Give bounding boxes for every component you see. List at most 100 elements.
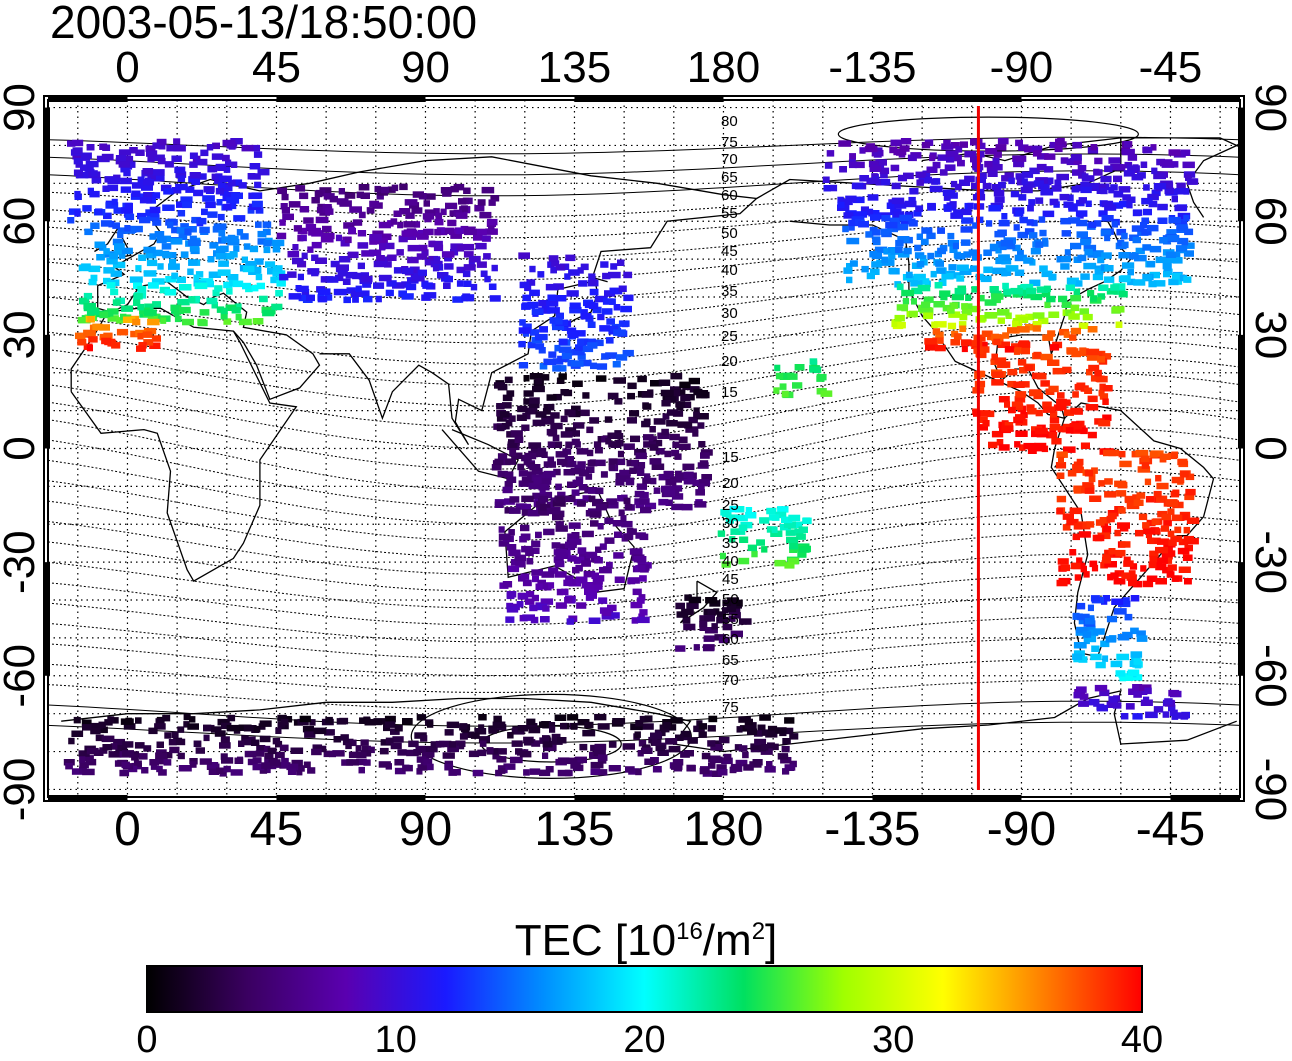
tec-cell — [112, 238, 124, 246]
tec-cell — [423, 228, 434, 236]
tec-cell — [1111, 598, 1124, 605]
tec-cell — [501, 422, 510, 430]
tec-cell — [895, 239, 904, 247]
tec-cell — [402, 764, 413, 772]
tec-cell — [1100, 229, 1112, 237]
tec-cell — [1130, 651, 1143, 658]
tec-cell — [410, 275, 420, 282]
tec-cell — [402, 718, 413, 725]
tec-cell — [279, 273, 289, 281]
tec-cell — [207, 762, 219, 769]
tec-cell — [683, 623, 696, 631]
tec-cell — [1052, 367, 1066, 375]
tec-cell — [1122, 597, 1130, 604]
tec-cell — [216, 246, 227, 253]
tec-cell — [618, 320, 630, 327]
tec-cell — [663, 470, 674, 478]
tec-cell — [338, 188, 345, 195]
tec-cell — [984, 299, 997, 306]
tec-cell — [1155, 546, 1168, 554]
tec-cell — [1117, 634, 1130, 641]
tec-cell — [262, 309, 275, 317]
tec-cell — [171, 731, 179, 739]
tec-cell — [1018, 194, 1027, 201]
x-tick-label-bottom: 0 — [114, 803, 141, 856]
tec-cell — [99, 747, 108, 754]
tec-cell — [1123, 170, 1135, 177]
tec-cell — [1171, 476, 1185, 484]
tec-cell — [596, 363, 608, 370]
tec-cell — [1148, 280, 1157, 288]
tec-cell — [220, 307, 228, 315]
tec-cell — [1013, 224, 1020, 231]
tec-cell — [1165, 268, 1173, 276]
tec-cell — [509, 449, 517, 457]
tec-cell — [730, 602, 742, 609]
tec-cell — [1084, 470, 1093, 477]
y-tick-label-right: -30 — [1246, 530, 1292, 594]
contour-line — [48, 658, 1240, 693]
tec-cell — [360, 739, 369, 746]
tec-cell — [870, 268, 880, 275]
tec-cell — [316, 206, 323, 214]
tec-cell — [687, 737, 698, 744]
tec-cell — [579, 552, 587, 560]
tec-cell — [375, 295, 382, 303]
tec-cell — [950, 339, 961, 346]
tec-cell — [980, 341, 988, 349]
tec-cell — [1005, 265, 1019, 272]
tec-cell — [981, 330, 993, 337]
tec-cell — [891, 320, 901, 328]
tec-cell — [567, 555, 577, 562]
y-tick-label-left: 90 — [0, 83, 44, 132]
tec-cell — [959, 141, 968, 148]
tec-cell — [307, 246, 314, 253]
tec-cell — [1149, 245, 1162, 253]
tec-cell — [357, 751, 367, 759]
tec-cell — [1084, 387, 1093, 394]
tec-cell — [1102, 398, 1109, 405]
tec-cell — [1029, 279, 1041, 287]
tec-cell — [1065, 309, 1072, 317]
tec-cell — [1083, 637, 1090, 645]
tec-cell — [655, 744, 665, 752]
tec-cell — [532, 492, 543, 500]
tec-cell — [1004, 346, 1015, 353]
tec-cell — [1168, 539, 1177, 546]
tec-cell — [539, 491, 553, 499]
tec-cell — [1128, 579, 1137, 587]
tec-cell — [79, 761, 89, 769]
tec-cell — [684, 422, 693, 429]
tec-cell — [150, 210, 160, 218]
tec-cell — [707, 609, 716, 616]
tec-cell — [574, 556, 587, 564]
tec-cell — [623, 497, 631, 505]
tec-cell — [1167, 452, 1178, 460]
tec-cell — [299, 206, 310, 213]
tec-cell — [1031, 219, 1038, 227]
tec-cell — [219, 742, 231, 749]
tec-cell — [262, 221, 272, 228]
tec-cell — [1028, 199, 1036, 206]
tec-cell — [572, 430, 580, 437]
tec-cell — [869, 165, 882, 172]
tec-cell — [1168, 689, 1180, 697]
tec-cell — [1102, 655, 1109, 662]
tec-cell — [1046, 431, 1058, 439]
x-tick-label-top: 90 — [401, 43, 450, 92]
tec-cell — [506, 390, 515, 397]
tec-cell — [1039, 229, 1047, 237]
tec-cell — [859, 175, 869, 182]
tec-cell — [1148, 561, 1157, 569]
tec-cell — [1132, 684, 1143, 691]
tec-cell — [843, 212, 854, 219]
tec-cell — [759, 517, 770, 524]
tec-cell — [212, 142, 220, 150]
tec-cell — [1127, 268, 1134, 276]
tec-cell — [989, 243, 999, 251]
tec-cell — [479, 740, 487, 747]
tec-cell — [1108, 186, 1115, 194]
tec-cell — [1086, 354, 1100, 361]
tec-cell — [492, 752, 500, 760]
tec-cell — [727, 597, 739, 604]
